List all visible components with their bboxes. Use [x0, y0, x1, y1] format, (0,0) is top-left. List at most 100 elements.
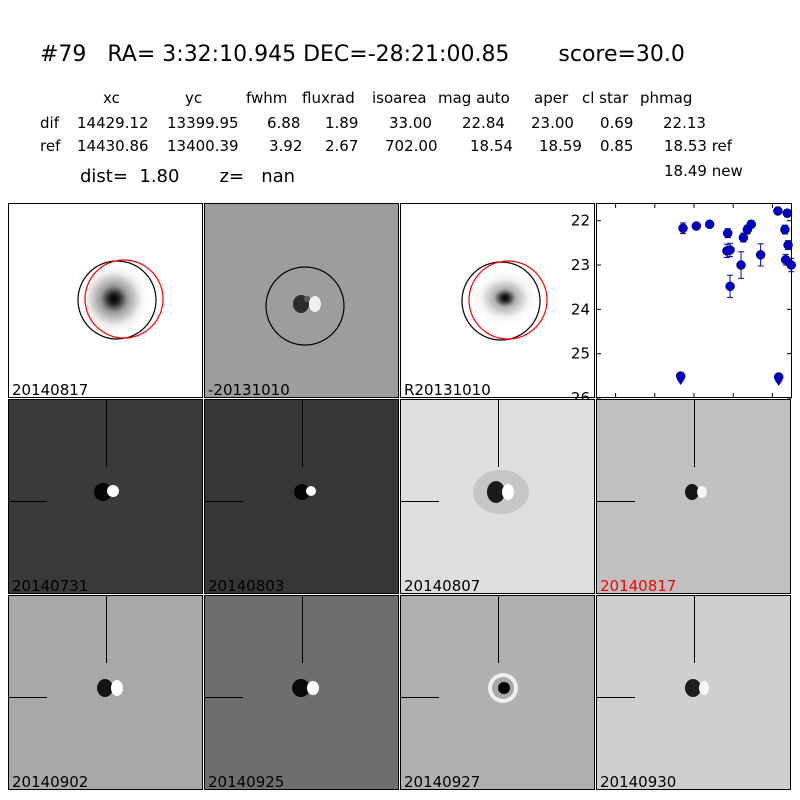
crosshair-left	[205, 697, 243, 698]
data-point	[783, 240, 793, 250]
diff-stamp-image	[685, 679, 709, 697]
stamp-diff: -20131010	[204, 203, 399, 398]
diff-stamp-image	[294, 484, 316, 500]
ref-cl-star: 0.85	[600, 137, 634, 155]
y-tick-label: 24	[571, 300, 590, 318]
col-yc: yc	[185, 89, 203, 107]
data-point	[725, 281, 735, 292]
dif-isoarea: 33.00	[389, 114, 432, 132]
data-point	[736, 260, 746, 270]
data-point	[782, 208, 793, 218]
col-mag-auto: mag auto	[438, 89, 510, 107]
crosshair-left	[9, 501, 47, 502]
stamp-label: 20140803	[208, 577, 285, 594]
stamp-label: 20140925	[208, 773, 285, 790]
plot-frame	[596, 203, 792, 398]
diff-stamp-image	[97, 679, 123, 697]
stamp-label: 20140902	[12, 773, 89, 790]
dif-fluxrad: 1.89	[325, 114, 359, 132]
crosshair-top	[106, 400, 107, 467]
ref-xc: 14430.86	[77, 137, 149, 155]
row-dif-label: dif	[40, 114, 59, 132]
limit-arrow	[774, 379, 783, 386]
stamp-new-image	[76, 259, 164, 340]
data-point	[704, 219, 715, 230]
diff-stamp-image	[94, 483, 119, 501]
data-point	[738, 232, 749, 243]
crosshair-top	[106, 596, 107, 663]
data-point	[773, 206, 783, 216]
stamp-ref-image	[461, 260, 548, 341]
col-aper: aper	[534, 89, 569, 107]
data-point	[746, 219, 756, 230]
col-xc: xc	[103, 89, 120, 107]
col-isoarea: isoarea	[372, 89, 427, 107]
data-point	[780, 224, 790, 235]
diff-stamp-image	[473, 470, 529, 514]
data-point	[725, 245, 735, 255]
stamp-label: 20140927	[404, 773, 481, 790]
diff-stamp-image	[488, 673, 518, 703]
stamp-label: 20140731	[12, 577, 89, 594]
candidate-title: #79 RA= 3:32:10.945 DEC=-28:21:00.85 sco…	[40, 42, 685, 67]
new-mag: 18.49 new	[664, 162, 743, 180]
diff-stamp-20140925: 20140925	[204, 595, 399, 790]
diff-stamp-20140807: 20140807	[400, 399, 595, 594]
stamp-new: 20140817	[8, 203, 203, 398]
row-ref-label: ref	[40, 137, 61, 155]
diff-stamp-20140803: 20140803	[204, 399, 399, 594]
dif-xc: 14429.12	[77, 114, 149, 132]
col-fwhm: fwhm	[246, 89, 288, 107]
stamp-label: 20140930	[600, 773, 677, 790]
stamp-label-current: 20140817	[600, 577, 677, 594]
col-phmag: phmag	[640, 89, 693, 107]
diff-stamp-20140902: 20140902	[8, 595, 203, 790]
crosshair-left	[205, 501, 243, 502]
col-fluxrad: fluxrad	[302, 89, 355, 107]
y-tick-label: 22	[571, 212, 590, 230]
crosshair-left	[597, 697, 635, 698]
ref-aperture-circle	[84, 259, 164, 339]
ref-fwhm: 3.92	[269, 137, 303, 155]
data-point	[691, 221, 702, 231]
dif-cl-star: 0.69	[600, 114, 634, 132]
dif-fwhm: 6.88	[267, 114, 301, 132]
diff-stamp-20140930: 20140930	[596, 595, 791, 790]
diff-stamp-20140731: 20140731	[8, 399, 203, 594]
data-point	[678, 223, 688, 234]
dif-mag-auto: 22.84	[462, 114, 505, 132]
ref-yc: 13400.39	[167, 137, 239, 155]
crosshair-top	[694, 596, 695, 663]
crosshair-top	[302, 596, 303, 663]
stamp-diff-image	[265, 266, 345, 346]
stamp-label: R20131010	[404, 381, 491, 398]
limit-arrow	[676, 379, 685, 386]
crosshair-left	[401, 501, 439, 502]
stamp-label: 20140807	[404, 577, 481, 594]
crosshair-top	[694, 400, 695, 467]
diff-stamp-20140817: 20140817	[596, 399, 791, 594]
ref-mag-auto: 18.54	[470, 137, 513, 155]
ref-fluxrad: 2.67	[325, 137, 359, 155]
dist-z-line: dist= 1.80 z= nan	[80, 166, 296, 187]
ref-phmag: 18.53 ref	[664, 137, 733, 155]
data-point	[755, 250, 766, 260]
data-point	[786, 260, 796, 270]
diff-stamp-image	[685, 484, 707, 500]
data-point	[722, 228, 733, 238]
diff-stamp-image	[292, 679, 319, 697]
stamp-label: 20140817	[12, 381, 89, 398]
y-tick-label: 25	[571, 345, 590, 363]
ref-aperture-circle	[468, 260, 548, 340]
crosshair-top	[302, 400, 303, 467]
ref-isoarea: 702.00	[385, 137, 438, 155]
stamp-ref: R20131010	[400, 203, 595, 398]
crosshair-left	[9, 697, 47, 698]
crosshair-top	[498, 596, 499, 663]
crosshair-left	[597, 501, 635, 502]
col-cl-star: cl star	[582, 89, 629, 107]
ref-aper: 18.59	[539, 137, 582, 155]
dif-aper: 23.00	[531, 114, 574, 132]
y-tick-label: 23	[571, 256, 590, 274]
